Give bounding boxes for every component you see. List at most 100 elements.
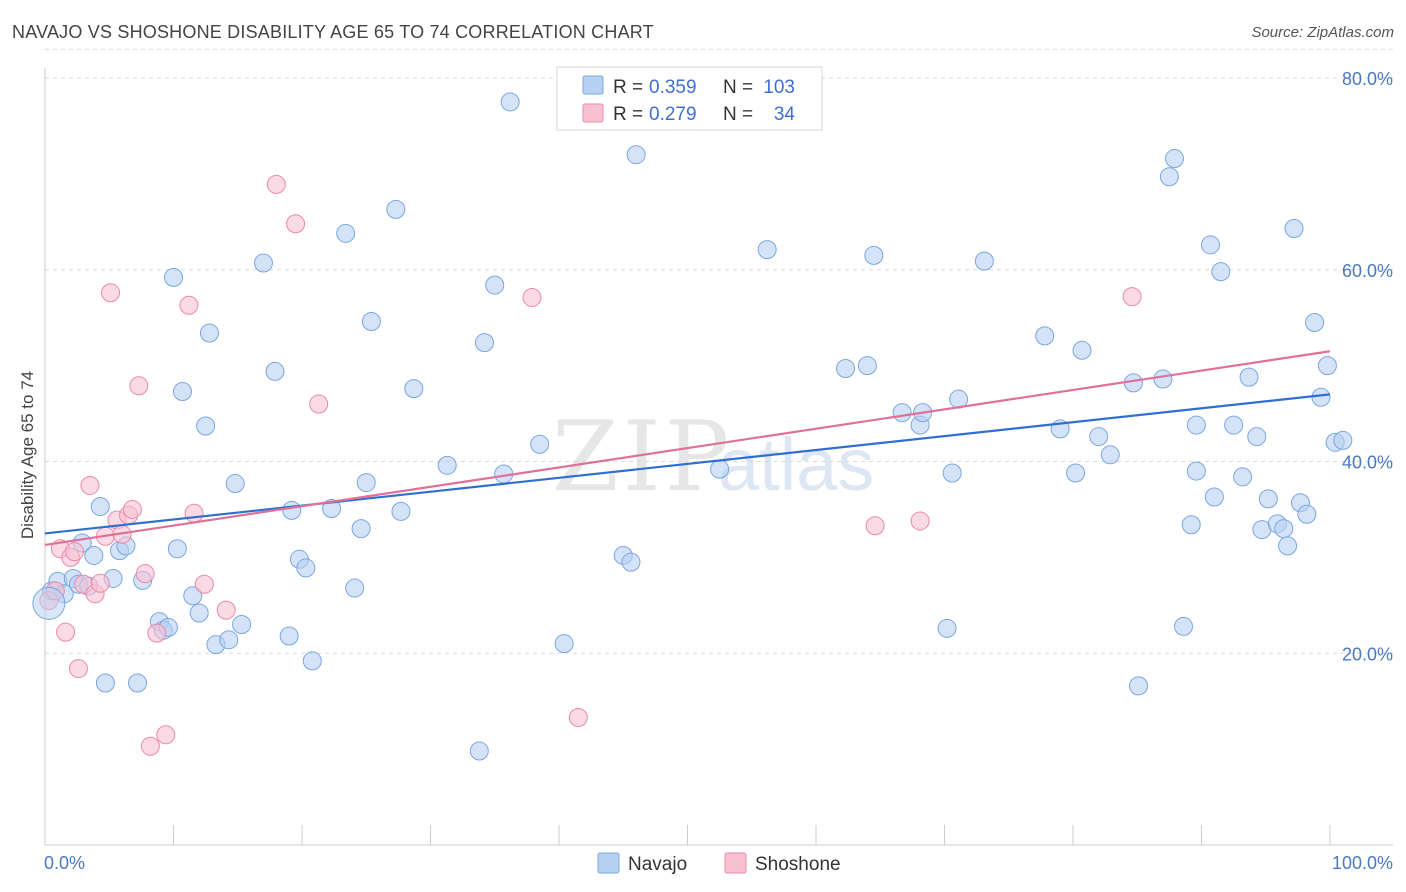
navajo-point-77: [1159, 167, 1179, 187]
navajo-point-76: [1153, 369, 1173, 389]
shoshone-point-24: [194, 574, 214, 594]
navajo-point-97: [1297, 504, 1317, 524]
navajo-point-93: [1274, 519, 1294, 539]
navajo-point-18: [164, 267, 183, 287]
navajo-point-84: [1204, 487, 1224, 507]
shoshone-r-label: R =: [613, 104, 643, 125]
navajo-point-56: [710, 459, 730, 479]
y-tick-label-60: 60.0%: [1342, 261, 1393, 281]
shoshone-point-18: [135, 564, 155, 584]
navajo-point-64: [937, 618, 957, 638]
navajo-point-86: [1224, 415, 1244, 435]
navajo-point-19: [167, 539, 187, 559]
navajo-point-37: [336, 223, 356, 243]
grid: [45, 48, 1393, 654]
navajo-point-41: [361, 312, 381, 332]
navajo-point-48: [485, 275, 505, 295]
axes: [44, 68, 1393, 846]
navajo-n-value: 103: [763, 77, 795, 98]
navajo-point-61: [892, 403, 912, 423]
navajo-point-47: [474, 333, 494, 353]
navajo-point-100: [1317, 356, 1337, 376]
shoshone-point-20: [147, 623, 167, 643]
source-credit: Source: ZipAtlas.com: [1251, 24, 1394, 41]
navajo-point-43: [391, 501, 411, 521]
navajo-swatch: [582, 75, 604, 95]
navajo-point-79: [1174, 616, 1194, 636]
shoshone-n-label: N =: [723, 104, 753, 125]
legend-navajo-label: Navajo: [628, 854, 687, 875]
navajo-point-45: [437, 455, 457, 475]
navajo-point-27: [225, 474, 245, 494]
y-tick-label-40: 40.0%: [1342, 453, 1393, 473]
navajo-point-60: [864, 245, 884, 265]
y-axis-label: Disability Age 65 to 74: [18, 371, 37, 539]
navajo-point-94: [1278, 536, 1298, 556]
navajo-point-87: [1233, 467, 1253, 487]
shoshone-point-19: [140, 736, 160, 756]
watermark-atlas: atlas: [718, 423, 874, 506]
navajo-point-58: [836, 359, 856, 379]
shoshone-point-26: [266, 174, 286, 194]
navajo-point-22: [189, 603, 209, 623]
navajo-r-label: R =: [613, 77, 643, 98]
legend-shoshone-label: Shoshone: [755, 854, 841, 875]
shoshone-point-10: [90, 573, 110, 593]
shoshone-point-12: [101, 283, 121, 303]
chart-title: NAVAJO VS SHOSHONE DISABILITY AGE 65 TO …: [12, 22, 654, 42]
navajo-point-55: [626, 145, 646, 165]
navajo-point-83: [1200, 235, 1220, 255]
navajo-point-85: [1211, 262, 1231, 282]
navajo-point-9: [95, 673, 115, 693]
navajo-point-35: [302, 651, 322, 671]
navajo-point-8: [90, 497, 110, 517]
navajo-point-13: [128, 673, 148, 693]
navajo-point-32: [282, 500, 302, 520]
y-tick-label-20: 20.0%: [1342, 644, 1393, 664]
navajo-trend-line: [44, 393, 1331, 535]
shoshone-point-31: [865, 516, 885, 536]
navajo-point-cluster: [32, 586, 66, 620]
navajo-point-65: [942, 463, 962, 483]
x-tick-label-min: 0.0%: [44, 853, 85, 873]
navajo-point-26: [219, 630, 239, 650]
navajo-point-75: [1129, 676, 1149, 696]
navajo-point-88: [1239, 367, 1259, 387]
navajo-point-68: [1035, 326, 1055, 346]
navajo-point-29: [253, 253, 273, 273]
navajo-point-30: [265, 361, 285, 381]
navajo-point-31: [279, 626, 299, 646]
shoshone-point-6: [68, 659, 88, 679]
navajo-point-38: [345, 578, 365, 598]
shoshone-point-3: [56, 622, 76, 642]
navajo-point-82: [1186, 461, 1206, 481]
stats-legend: R = 0.359 N = 103 R = 0.279 N = 34: [556, 66, 823, 131]
x-tick-label-max: 100.0%: [1332, 853, 1393, 873]
shoshone-point-25: [216, 600, 236, 620]
navajo-point-51: [530, 434, 550, 454]
navajo-point-54: [621, 552, 641, 572]
shoshone-point-22: [179, 295, 199, 315]
legend-shoshone-swatch: [724, 852, 747, 874]
shoshone-n-value: 34: [774, 104, 796, 125]
navajo-point-34: [296, 558, 316, 578]
navajo-point-73: [1100, 445, 1120, 465]
navajo-point-23: [196, 416, 216, 436]
navajo-point-71: [1072, 340, 1092, 360]
shoshone-point-5: [65, 542, 85, 562]
navajo-point-102: [1333, 430, 1353, 450]
navajo-point-78: [1165, 149, 1185, 169]
navajo-point-89: [1247, 427, 1267, 447]
navajo-n-label: N =: [723, 77, 753, 98]
watermark-zip: ZIP: [552, 401, 733, 513]
shoshone-point-29: [522, 288, 542, 308]
navajo-point-44: [404, 379, 424, 399]
legend-navajo-swatch: [597, 852, 620, 874]
shoshone-point-17: [129, 376, 149, 396]
navajo-point-40: [356, 473, 376, 493]
data-points: [32, 92, 1353, 761]
watermark: ZIP atlas: [552, 401, 874, 513]
shoshone-point-33: [1122, 287, 1142, 307]
navajo-point-42: [386, 199, 406, 219]
